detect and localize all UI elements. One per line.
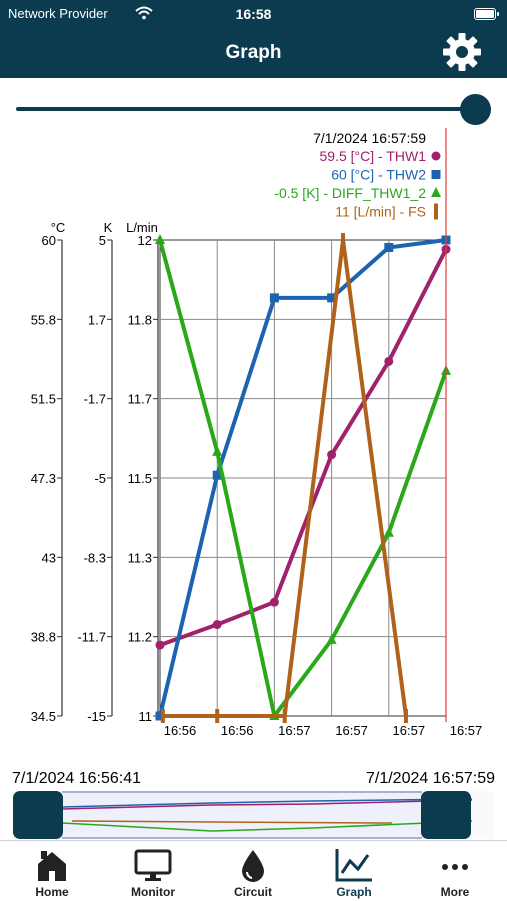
- legend-marker-triangle: [431, 187, 441, 197]
- x-tick-label: 16:56: [221, 723, 254, 738]
- x-tick-label: 16:56: [164, 723, 197, 738]
- series-line-diff_thw1_2: [158, 239, 448, 718]
- x-tick-label: 16:57: [278, 723, 311, 738]
- x-tick-label: 16:57: [450, 723, 483, 738]
- wifi-icon: [135, 6, 153, 20]
- legend-marker-circle: [431, 151, 441, 161]
- y-axis-unit: °C: [51, 220, 66, 235]
- tab-circuit[interactable]: Circuit: [213, 841, 293, 901]
- drop-icon: [242, 850, 264, 882]
- tab-label: Circuit: [233, 885, 272, 899]
- data-point-fs: [215, 709, 220, 723]
- legend-entry: 59.5 [°C] - THW1: [320, 148, 427, 164]
- y-tick-label: 51.5: [31, 392, 56, 407]
- data-point-fs: [403, 709, 408, 723]
- battery-icon: [474, 8, 499, 20]
- graph-icon: [335, 849, 372, 882]
- gear-icon[interactable]: [442, 32, 482, 72]
- data-point-thw2: [155, 711, 165, 721]
- time-slider-thumb[interactable]: [460, 94, 491, 125]
- app-header: Network Provider 16:58 Graph: [0, 0, 507, 78]
- legend-entry: 11 [L/min] - FS: [335, 204, 426, 220]
- home-icon: [38, 851, 66, 881]
- data-point-thw2: [327, 293, 337, 303]
- carrier-label: Network Provider: [8, 6, 108, 21]
- y-tick-label: 11.3: [128, 550, 152, 565]
- data-point-thw1: [327, 450, 337, 460]
- range-start-label: 7/1/2024 16:56:41: [12, 770, 142, 787]
- y-tick-label: 11.2: [128, 630, 152, 645]
- y-tick-label: 1.7: [88, 312, 106, 327]
- data-point-thw1: [212, 620, 222, 630]
- tab-more[interactable]: More: [415, 841, 495, 901]
- x-tick-label: 16:57: [393, 723, 426, 738]
- y-tick-label: -1.7: [84, 392, 106, 407]
- legend-timestamp: 7/1/2024 16:57:59: [313, 130, 426, 146]
- y-tick-label: 55.8: [31, 312, 56, 327]
- data-point-thw2: [212, 470, 222, 480]
- tab-graph[interactable]: Graph: [314, 841, 394, 901]
- range-end-handle[interactable]: [421, 791, 471, 839]
- tab-label: Monitor: [131, 885, 175, 899]
- data-point-fs: [341, 233, 346, 247]
- tab-home[interactable]: Home: [12, 841, 92, 901]
- status-time: 16:58: [235, 6, 272, 22]
- y-tick-label: 12: [138, 233, 152, 248]
- y-axis-unit: L/min: [126, 220, 158, 235]
- page-title: Graph: [225, 42, 282, 63]
- y-axis-unit: K: [104, 220, 113, 235]
- y-tick-label: -8.3: [84, 550, 106, 565]
- y-tick-label: 34.5: [31, 709, 56, 724]
- data-point-diff_thw1_2: [383, 526, 394, 537]
- range-end-label: 7/1/2024 16:57:59: [365, 770, 495, 787]
- range-start-handle[interactable]: [13, 791, 63, 839]
- data-point-thw2: [269, 293, 279, 303]
- data-point-diff_thw1_2: [212, 445, 223, 456]
- data-point-thw1: [384, 356, 394, 366]
- y-tick-label: 5: [99, 233, 106, 248]
- data-point-fs: [160, 709, 165, 723]
- more-icon: [442, 864, 468, 870]
- series-line-thw2: [158, 238, 447, 717]
- y-tick-label: -15: [87, 709, 106, 724]
- tab-bar: Home Monitor Circuit Graph More: [0, 840, 507, 901]
- monitor-icon: [134, 849, 172, 881]
- y-tick-label: 60: [42, 233, 56, 248]
- data-point-fs: [282, 709, 287, 723]
- y-tick-label: 11.7: [128, 392, 152, 407]
- tab-label: Graph: [336, 885, 372, 899]
- range-selection[interactable]: [62, 791, 422, 839]
- data-point-thw2: [384, 242, 394, 252]
- series-line-thw1: [159, 248, 448, 647]
- y-tick-label: 11: [139, 709, 153, 724]
- y-tick-label: -5: [94, 471, 106, 486]
- line-chart[interactable]: °C60 55.8 51.5 47.3 43 38.8 34.5 K5 1.7 -1.7 -5 -8.…: [0, 124, 507, 744]
- legend-marker-square: [431, 170, 441, 179]
- legend-entry: 60 [°C] - THW2: [331, 167, 426, 183]
- y-tick-label: 43: [42, 550, 56, 565]
- x-tick-label: 16:57: [335, 723, 368, 738]
- data-point-diff_thw1_2: [326, 633, 337, 644]
- tab-monitor[interactable]: Monitor: [113, 841, 193, 901]
- y-tick-label: 47.3: [31, 471, 56, 486]
- time-slider-track[interactable]: [16, 107, 486, 111]
- tab-label: Home: [35, 885, 69, 899]
- legend-entry: -0.5 [K] - DIFF_THW1_2: [274, 185, 426, 201]
- data-point-diff_thw1_2: [155, 234, 165, 244]
- y-tick-label: -11.7: [77, 630, 106, 645]
- legend-marker-bar: [434, 203, 438, 220]
- y-tick-label: 11.5: [128, 471, 152, 486]
- range-preview-lines: [61, 798, 473, 832]
- y-tick-label: 11.8: [128, 312, 152, 327]
- tab-label: More: [440, 885, 470, 899]
- y-tick-label: 38.8: [31, 630, 56, 645]
- data-point-thw1: [269, 597, 279, 607]
- data-point-thw1: [155, 640, 165, 650]
